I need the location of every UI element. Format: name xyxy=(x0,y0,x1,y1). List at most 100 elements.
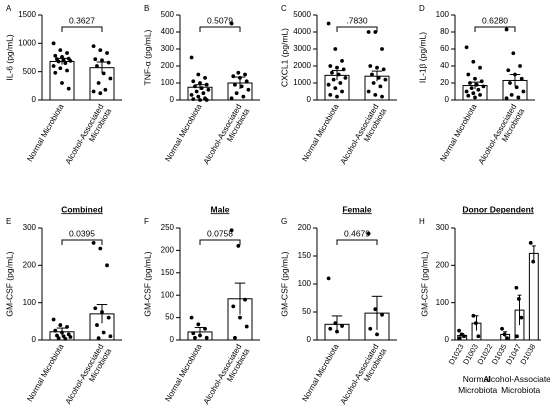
data-point xyxy=(336,72,341,77)
data-point xyxy=(106,60,111,65)
p-value: 0.0758 xyxy=(207,228,233,238)
data-point xyxy=(335,94,339,99)
x-tick-label: Normal Microbiota xyxy=(163,342,204,403)
data-point xyxy=(516,95,521,100)
y-tick-label: 200 xyxy=(161,246,175,255)
data-point xyxy=(98,48,103,53)
data-point xyxy=(206,87,211,92)
data-point xyxy=(340,59,344,63)
panel-label: G xyxy=(281,217,287,226)
y-tick-label: 4000 xyxy=(293,27,311,36)
y-axis-label: TNF-α (pg/mL) xyxy=(142,29,152,85)
data-point xyxy=(246,87,251,92)
data-point xyxy=(204,98,209,102)
data-point xyxy=(457,336,462,341)
data-point xyxy=(373,307,378,312)
data-point xyxy=(333,47,338,51)
data-point xyxy=(238,315,242,320)
data-point xyxy=(376,76,381,80)
data-point xyxy=(509,93,514,97)
data-point xyxy=(229,228,234,233)
data-point xyxy=(471,313,476,318)
significance-bracket xyxy=(336,26,378,32)
y-tick-label: 5000 xyxy=(293,10,311,19)
x-tick-label: Normal Microbiota xyxy=(438,102,479,163)
data-point xyxy=(236,70,241,75)
x-tick-label: Alcohol-Associated Microbiota xyxy=(64,342,114,409)
data-point xyxy=(462,334,466,339)
y-tick-label: 300 xyxy=(161,44,175,53)
y-tick-label: 300 xyxy=(23,223,37,232)
significance-bracket xyxy=(199,239,241,245)
x-tick-label: Normal Microbiota xyxy=(25,342,66,403)
data-point xyxy=(199,86,204,90)
data-point xyxy=(505,336,509,341)
data-point xyxy=(326,21,331,26)
y-tick-label: 0 xyxy=(170,95,175,104)
data-point xyxy=(201,91,206,96)
data-point xyxy=(380,47,384,51)
y-tick-label: 40 xyxy=(440,61,449,70)
panel-label: C xyxy=(281,4,287,13)
data-point xyxy=(93,57,98,62)
data-point xyxy=(68,59,73,63)
data-point xyxy=(457,328,461,333)
data-point xyxy=(343,76,348,80)
data-point xyxy=(478,65,482,70)
data-point xyxy=(519,315,524,320)
bar xyxy=(528,252,539,341)
data-point xyxy=(326,82,331,87)
significance-bracket xyxy=(336,239,378,245)
data-point xyxy=(328,93,333,97)
data-point xyxy=(335,329,339,334)
data-point xyxy=(63,61,68,66)
x-tick-label: Alcohol-Associated Microbiota xyxy=(477,102,527,170)
data-point xyxy=(95,323,99,327)
data-point xyxy=(51,41,56,46)
data-point xyxy=(53,53,58,58)
data-point xyxy=(330,70,334,75)
y-axis-label: GM-CSF (pg/mL) xyxy=(142,251,152,316)
y-axis-label: GM-CSF (pg/mL) xyxy=(279,251,289,316)
data-point xyxy=(229,96,234,101)
data-point xyxy=(51,317,56,322)
data-point xyxy=(338,81,343,85)
data-point xyxy=(96,81,101,85)
x-tick-label: Alcohol-Associated Microbiota xyxy=(339,342,389,409)
y-tick-label: 100 xyxy=(298,279,312,288)
data-point xyxy=(513,72,517,77)
data-point xyxy=(65,51,69,55)
panel-label: F xyxy=(144,217,149,226)
data-point xyxy=(196,72,201,77)
significance-bracket xyxy=(199,26,241,32)
y-tick-label: 50 xyxy=(165,313,174,322)
data-point xyxy=(476,87,481,92)
data-point xyxy=(473,95,477,100)
data-point xyxy=(373,93,378,97)
y-tick-label: 1000 xyxy=(18,38,36,47)
data-point xyxy=(65,325,69,329)
data-point xyxy=(471,59,476,64)
data-point xyxy=(340,89,344,94)
y-tick-label: 150 xyxy=(161,268,175,277)
data-point xyxy=(479,79,484,84)
data-point xyxy=(474,82,479,87)
data-point xyxy=(60,330,64,335)
y-tick-label: 0 xyxy=(307,95,312,104)
data-point xyxy=(63,336,68,341)
data-point xyxy=(203,326,207,331)
data-point xyxy=(101,71,106,76)
data-point xyxy=(368,64,373,68)
data-point xyxy=(466,72,471,77)
p-value: 0.0395 xyxy=(69,228,95,238)
x-tick-label: Alcohol-Associated Microbiota xyxy=(202,102,252,170)
y-tick-label: 1000 xyxy=(293,78,311,87)
data-point xyxy=(203,76,207,80)
significance-bracket xyxy=(474,26,516,32)
panel-title: Combined xyxy=(61,204,103,214)
data-point xyxy=(371,81,376,85)
data-point xyxy=(469,86,474,90)
y-tick-label: 500 xyxy=(23,67,37,76)
y-tick-label: 0 xyxy=(170,335,175,344)
